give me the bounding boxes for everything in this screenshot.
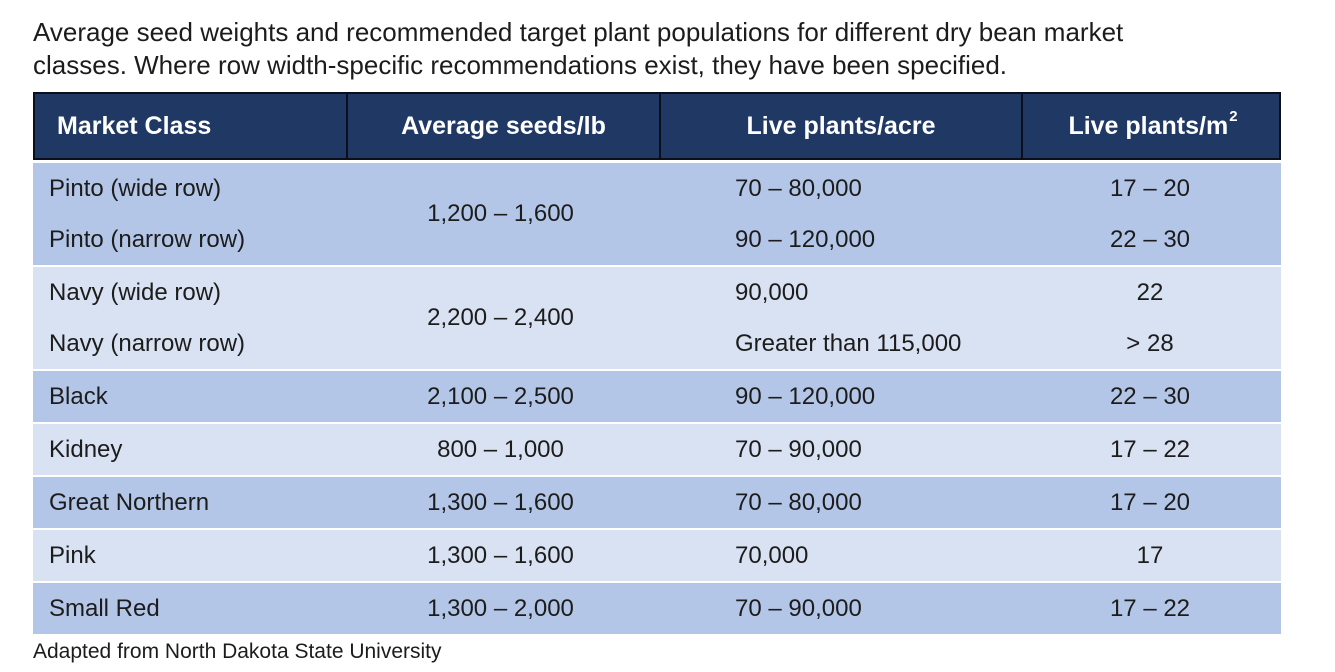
cell-seeds-lb: 1,300 – 1,600 (427, 541, 574, 569)
column-header-average-seeds-lb: Average seeds/lb (346, 94, 659, 158)
cell-seeds-lb: 2,100 – 2,500 (427, 382, 574, 410)
table-row-great-northern: Great Northern 1,300 – 1,600 70 – 80,000… (33, 477, 1281, 528)
cell-plants-m2: 22 – 30 (1109, 225, 1191, 253)
table-row-black: Black 2,100 – 2,500 90 – 120,000 22 – 30 (33, 371, 1281, 422)
table-caption: Average seed weights and recommended tar… (33, 16, 1335, 82)
cell-plants-acre: 70 – 90,000 (735, 594, 862, 622)
cell-market-class: Navy (narrow row) (49, 329, 246, 357)
column-header-live-plants-m2-label: Live plants/m (1068, 111, 1229, 140)
cell-plants-m2: 22 (1136, 278, 1164, 306)
cell-plants-m2: 17 (1136, 541, 1164, 569)
table-group-pinto: Pinto (wide row) 1,200 – 1,600 70 – 80,0… (33, 163, 1281, 265)
cell-market-class: Navy (wide row) (49, 278, 222, 306)
caption-line-1: Average seed weights and recommended tar… (33, 17, 1124, 47)
cell-market-class: Small Red (49, 594, 160, 622)
cell-plants-m2: 17 – 22 (1109, 594, 1191, 622)
table-header-row: Market Class Average seeds/lb Live plant… (33, 92, 1281, 160)
caption-line-2: classes. Where row width-specific recomm… (33, 50, 1007, 80)
cell-plants-m2: > 28 (1126, 329, 1174, 357)
cell-plants-m2: 17 – 22 (1109, 435, 1191, 463)
table-row-pink: Pink 1,300 – 1,600 70,000 17 (33, 530, 1281, 581)
cell-seeds-lb: 800 – 1,000 (437, 435, 564, 463)
cell-market-class: Kidney (49, 435, 123, 463)
cell-market-class: Great Northern (49, 488, 210, 516)
cell-plants-acre: 90 – 120,000 (735, 225, 876, 253)
cell-plants-acre: 90 – 120,000 (735, 382, 876, 410)
cell-plants-acre: Greater than 115,000 (735, 329, 962, 357)
cell-seeds-lb: 1,200 – 1,600 (427, 200, 574, 227)
source-attribution: Adapted from North Dakota State Universi… (33, 640, 442, 663)
cell-plants-acre: 90,000 (735, 278, 809, 306)
cell-seeds-lb: 2,200 – 2,400 (427, 304, 574, 331)
cell-plants-m2: 17 – 20 (1109, 488, 1191, 516)
cell-seeds-lb: 1,300 – 2,000 (427, 594, 574, 622)
table-row-small-red: Small Red 1,300 – 2,000 70 – 90,000 17 –… (33, 583, 1281, 634)
cell-plants-acre: 70 – 80,000 (735, 174, 862, 202)
column-header-live-plants-m2: Live plants/m 2 (1021, 94, 1283, 158)
cell-plants-acre: 70 – 80,000 (735, 488, 862, 516)
cell-market-class: Pinto (narrow row) (49, 225, 246, 253)
table-row-kidney: Kidney 800 – 1,000 70 – 90,000 17 – 22 (33, 424, 1281, 475)
column-header-market-class: Market Class (57, 111, 212, 140)
cell-seeds-lb: 1,300 – 1,600 (427, 488, 574, 516)
column-header-live-plants-acre: Live plants/acre (659, 94, 1021, 158)
table-body: Pinto (wide row) 1,200 – 1,600 70 – 80,0… (33, 163, 1281, 634)
cell-plants-acre: 70 – 90,000 (735, 435, 862, 463)
cell-plants-m2: 17 – 20 (1109, 174, 1191, 202)
table-group-navy: Navy (wide row) 2,200 – 2,400 90,000 22 … (33, 267, 1281, 369)
cell-plants-m2: 22 – 30 (1109, 382, 1191, 410)
cell-market-class: Pink (49, 541, 96, 569)
cell-plants-acre: 70,000 (735, 541, 809, 569)
cell-market-class: Pinto (wide row) (49, 174, 222, 202)
cell-market-class: Black (49, 382, 108, 410)
dry-bean-table: Market Class Average seeds/lb Live plant… (33, 92, 1281, 634)
